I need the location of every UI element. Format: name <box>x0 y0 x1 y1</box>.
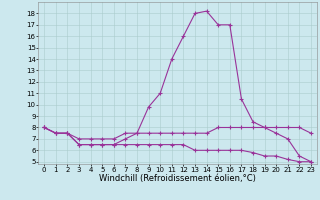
X-axis label: Windchill (Refroidissement éolien,°C): Windchill (Refroidissement éolien,°C) <box>99 174 256 183</box>
